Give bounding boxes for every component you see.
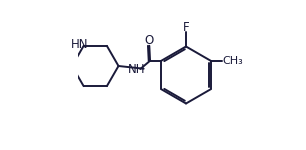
- Text: NH: NH: [128, 63, 145, 76]
- Text: F: F: [183, 21, 189, 34]
- Text: CH₃: CH₃: [223, 56, 244, 66]
- Text: HN: HN: [71, 38, 88, 51]
- Text: O: O: [145, 34, 154, 47]
